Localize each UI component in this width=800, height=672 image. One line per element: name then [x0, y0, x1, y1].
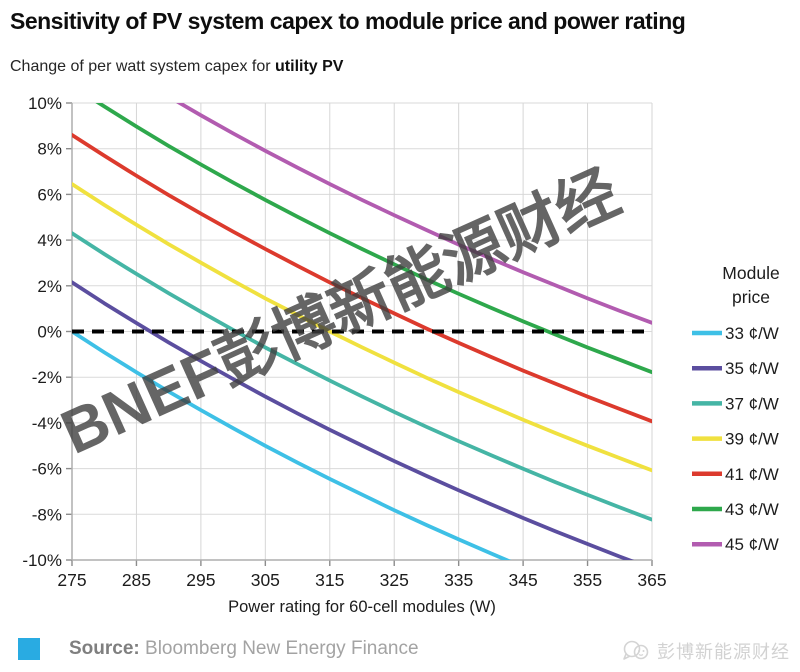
y-tick-label: 4% [37, 231, 62, 250]
series-line-1 [72, 280, 635, 560]
series-line-6 [175, 103, 652, 325]
y-tick-label: 8% [37, 140, 62, 159]
y-tick-label: 2% [37, 277, 62, 296]
y-tick-label: -4% [32, 414, 62, 433]
legend-label-4: 41 ¢/W [725, 465, 779, 484]
legend-label-2: 37 ¢/W [725, 394, 779, 413]
legend-label-5: 43 ¢/W [725, 500, 779, 519]
x-tick-label: 335 [444, 570, 473, 590]
diagonal-watermark: BNEF彭博新能源财经 [51, 158, 629, 468]
series-line-3 [72, 182, 652, 473]
x-tick-label: 365 [637, 570, 666, 590]
x-tick-label: 305 [251, 570, 280, 590]
source-accent-square [18, 638, 40, 660]
legend-label-0: 33 ¢/W [725, 324, 779, 343]
y-tick-label: 0% [37, 323, 62, 342]
x-tick-label: 325 [380, 570, 409, 590]
legend-label-6: 45 ¢/W [725, 535, 779, 554]
source-footer: Source: Bloomberg New Energy Finance 彭博新… [0, 633, 800, 672]
x-tick-label: 275 [57, 570, 86, 590]
source-line: Source: Bloomberg New Energy Finance [69, 638, 419, 660]
legend-label-3: 39 ¢/W [725, 430, 779, 449]
wechat-watermark-text: 彭博新能源财经 [657, 642, 790, 662]
y-tick-label: -2% [32, 368, 62, 387]
subtitle-bold-segment: utility PV [275, 58, 344, 75]
legend-label-1: 35 ¢/W [725, 359, 779, 378]
y-tick-label: -8% [32, 505, 62, 524]
series-line-5 [95, 103, 652, 375]
series-line-2 [72, 231, 652, 522]
x-tick-label: 295 [186, 570, 215, 590]
x-axis-title: Power rating for 60-cell modules (W) [228, 598, 496, 616]
y-tick-label: -6% [32, 460, 62, 479]
x-tick-label: 315 [315, 570, 344, 590]
y-tick-label: -10% [22, 551, 62, 570]
x-tick-label: 355 [573, 570, 602, 590]
source-label: Source: [69, 638, 140, 659]
subtitle-prefix: Change of per watt system capex for [10, 58, 276, 75]
legend-title-line1: Module [722, 263, 779, 283]
chat-smiley-icon [623, 640, 649, 660]
x-tick-label: 345 [509, 570, 538, 590]
series-line-4 [72, 133, 652, 424]
x-tick-label: 285 [122, 570, 151, 590]
series-line-0 [72, 329, 512, 560]
y-tick-label: 6% [37, 185, 62, 204]
source-value: Bloomberg New Energy Finance [145, 638, 419, 659]
chart-subtitle: Change of per watt system capex for util… [10, 58, 343, 76]
wechat-watermark: 彭博新能源财经 [622, 638, 790, 664]
y-tick-label: 10% [28, 95, 62, 113]
legend-title-line2: price [732, 287, 770, 307]
sensitivity-line-chart: 10% 8% 6% 4% 2% 0% -2% -4% -6% -8% -10%275 285 295 30… [22, 95, 779, 616]
page-title: Sensitivity of PV system capex to module… [10, 8, 686, 34]
